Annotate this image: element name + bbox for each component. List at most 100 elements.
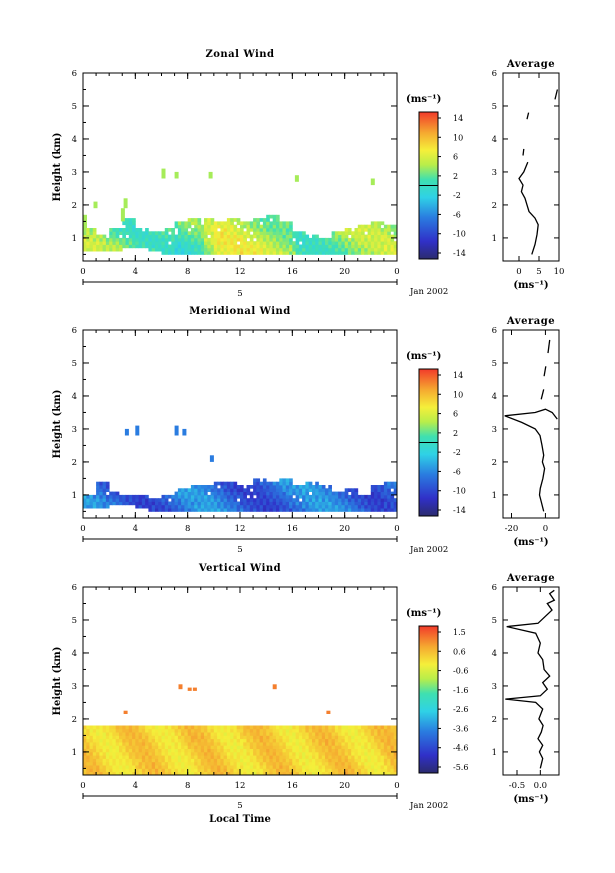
heatmap-cell [266, 247, 270, 252]
heatmap-cell [269, 728, 274, 733]
heatmap-cell [187, 504, 192, 509]
heatmap-cell [269, 244, 274, 249]
heatmap-cell [181, 498, 185, 502]
heatmap-cell [374, 498, 378, 502]
heatmap-cell [282, 732, 287, 736]
heatmap-cell [158, 231, 162, 235]
heatmap-cell [145, 504, 149, 509]
heatmap-cell [387, 735, 391, 740]
heatmap-cell [204, 224, 208, 229]
heatmap-cell [102, 494, 107, 499]
heatmap-cell [158, 771, 162, 776]
heatmap-cell [197, 504, 202, 509]
heatmap-cell [321, 751, 326, 756]
heatmap-cell [341, 728, 346, 733]
heatmap-cell [174, 761, 179, 766]
heatmap-cell [272, 247, 277, 252]
heatmap-cell [315, 491, 319, 496]
heatmap-cell [276, 481, 280, 486]
heatmap-cell [122, 728, 126, 733]
heatmap-cell [230, 241, 234, 245]
heatmap-cell [86, 755, 90, 759]
heatmap-cell [302, 732, 306, 736]
heatmap-cell [141, 735, 146, 740]
heatmap-cell [240, 758, 244, 763]
heatmap-cell [289, 498, 293, 502]
heatmap-cell [240, 508, 244, 512]
heatmap-cell [302, 725, 306, 730]
heatmap-cell [347, 231, 352, 235]
heatmap-cell [276, 485, 280, 489]
heatmap-cell [181, 735, 185, 740]
heatmap-cell [223, 755, 228, 759]
heatmap-cell [240, 491, 244, 496]
heatmap-cell [230, 728, 234, 733]
heatmap-cell [204, 504, 208, 509]
heatmap-cell [174, 765, 179, 769]
x-tick-label: 0 [394, 267, 399, 277]
heatmap-cell [181, 244, 185, 249]
heatmap-cell [377, 748, 382, 753]
heatmap-cell [109, 758, 113, 763]
heatmap-cell [190, 771, 195, 776]
heatmap-cell [367, 748, 372, 753]
heatmap-cell [312, 725, 316, 730]
heatmap-cell [334, 494, 339, 499]
heatmap-cell [174, 748, 179, 753]
heatmap-cell [364, 755, 368, 759]
heatmap-cell [347, 765, 352, 769]
heatmap-cell [132, 748, 136, 753]
heatmap-cell [318, 738, 323, 743]
heatmap-cell [279, 491, 283, 496]
heatmap-cell [187, 738, 192, 743]
heatmap-cell [122, 755, 126, 759]
heatmap-cell [122, 501, 126, 506]
heatmap-cell [99, 738, 104, 743]
heatmap-cell [338, 491, 342, 496]
heatmap-cell [209, 455, 214, 462]
heatmap-cell [184, 247, 189, 252]
heatmap-cell [102, 728, 107, 733]
heatmap-cell [305, 504, 310, 509]
heatmap-cell [200, 228, 205, 232]
heatmap-cell [141, 755, 146, 759]
heatmap-cell [226, 488, 231, 492]
heatmap-cell [253, 485, 257, 489]
heatmap-cell [259, 244, 264, 249]
heatmap-cell [302, 251, 306, 255]
heatmap-cell [354, 748, 359, 753]
heatmap-cell [177, 508, 182, 512]
heatmap-cell [298, 725, 303, 730]
heatmap-cell [374, 231, 378, 235]
heatmap-cell [145, 728, 149, 733]
heatmap-cell [115, 735, 120, 740]
heatmap-cell [279, 228, 283, 232]
heatmap-cell [354, 247, 359, 252]
heatmap-cell [105, 494, 110, 499]
heatmap-cell [161, 241, 166, 245]
heatmap-cell [177, 501, 182, 506]
heatmap-cell [364, 504, 368, 509]
heatmap-cell [390, 504, 395, 509]
heatmap-cell [99, 732, 104, 736]
heatmap-cell [266, 228, 270, 232]
heatmap-cell [210, 491, 215, 496]
heatmap-cell [83, 498, 87, 502]
heatmap-cell [328, 491, 332, 496]
heatmap-cell [269, 241, 274, 245]
heatmap-cell [217, 488, 221, 492]
heatmap-cell [83, 725, 87, 730]
heatmap-cell [230, 481, 234, 486]
heatmap-cell [315, 765, 319, 769]
heatmap-cell [269, 748, 274, 753]
colorbar-tick-label: -6 [453, 467, 461, 476]
heatmap-cell [102, 488, 107, 492]
heatmap-cell [112, 241, 117, 245]
heatmap-cell [390, 761, 395, 766]
heatmap-cell [256, 751, 261, 756]
heatmap-cell [328, 728, 332, 733]
heatmap-cell [341, 771, 346, 776]
heatmap-cell [370, 498, 375, 502]
heatmap-cell [276, 218, 280, 222]
heatmap-cell [141, 237, 146, 242]
